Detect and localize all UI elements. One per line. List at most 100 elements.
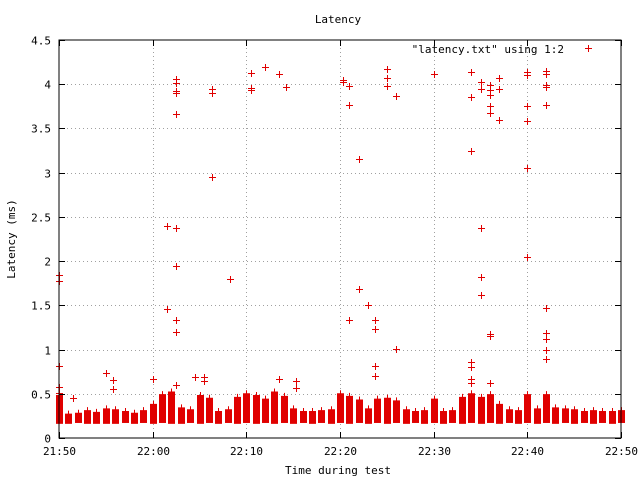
data-point: [110, 386, 117, 393]
data-point: [276, 376, 283, 383]
data-point: [290, 405, 297, 413]
data-point: [468, 390, 475, 398]
data-cluster: [140, 410, 147, 423]
data-point: [496, 117, 503, 124]
y-tick-label: 4: [44, 79, 51, 92]
data-point: [449, 407, 456, 415]
data-point: [281, 392, 288, 400]
data-point: [337, 390, 344, 398]
data-point: [543, 330, 550, 337]
data-cluster: [215, 411, 222, 424]
data-point: [293, 378, 300, 385]
data-point: [173, 263, 180, 270]
data-cluster: [346, 396, 353, 424]
data-point: [75, 409, 82, 417]
y-tick-label: 3: [44, 168, 51, 181]
legend-marker: [585, 45, 592, 52]
data-point: [524, 391, 531, 399]
data-cluster: [356, 399, 363, 423]
x-tick-label: 22:30: [418, 445, 451, 458]
data-point: [374, 395, 381, 403]
data-point: [581, 407, 588, 415]
data-cluster: [328, 409, 335, 424]
data-point: [543, 356, 550, 363]
data-point: [178, 404, 185, 412]
data-point: [468, 364, 475, 371]
data-point: [384, 394, 391, 402]
axis-ticks: [59, 40, 622, 439]
data-point: [346, 392, 353, 400]
y-tick-labels: 0 0.5 1 1.5 2 2.5 3 3.5 4 4.5: [31, 35, 51, 446]
data-cluster: [374, 399, 381, 423]
data-point: [65, 410, 72, 418]
data-cluster: [421, 410, 428, 424]
grid-lines: [59, 40, 621, 438]
data-point: [524, 72, 531, 79]
data-cluster: [262, 399, 269, 423]
data-point: [276, 71, 283, 78]
data-point: [372, 363, 379, 370]
y-tick-label: 1.5: [31, 300, 51, 313]
data-point: [215, 407, 222, 415]
data-point: [209, 90, 216, 97]
data-point: [431, 71, 438, 78]
plot-frame: [58, 39, 622, 439]
data-point: [384, 83, 391, 90]
data-cluster: [496, 404, 503, 424]
data-point: [496, 400, 503, 408]
data-point: [227, 276, 234, 283]
data-point: [201, 378, 208, 385]
data-point: [84, 407, 91, 415]
data-point: [478, 274, 485, 281]
data-point: [468, 94, 475, 101]
data-cluster: [290, 408, 297, 424]
data-point: [543, 347, 550, 354]
data-point: [431, 395, 438, 403]
data-point: [609, 407, 616, 415]
data-point: [468, 380, 475, 387]
data-cluster: [271, 392, 278, 424]
data-point: [173, 382, 180, 389]
data-point: [150, 376, 157, 383]
data-cluster: [609, 411, 616, 424]
data-point: [543, 391, 550, 399]
data-point: [309, 407, 316, 415]
data-cluster: [534, 408, 541, 424]
data-cluster: [168, 392, 175, 424]
data-cluster: [431, 399, 438, 423]
data-point: [140, 407, 147, 415]
y-axis-label: Latency (ms): [5, 199, 18, 278]
data-cluster: [449, 410, 456, 423]
data-point: [318, 407, 325, 415]
data-point: [478, 79, 485, 86]
data-point: [487, 333, 494, 340]
data-point: [393, 346, 400, 353]
data-point: [384, 66, 391, 73]
data-point: [524, 165, 531, 172]
data-cluster: [412, 411, 419, 423]
x-tick-labels: 21:50 22:00 22:10 22:20 22:30 22:40 22:50: [43, 445, 638, 458]
data-point: [271, 388, 278, 396]
y-tick-label: 0: [44, 433, 51, 446]
data-point: [543, 84, 550, 91]
data-cluster: [75, 413, 82, 423]
x-axis-label: Time during test: [285, 464, 391, 477]
data-point: [478, 393, 485, 401]
data-point: [440, 407, 447, 415]
data-point: [164, 306, 171, 313]
data-point: [356, 286, 363, 293]
data-point: [412, 407, 419, 415]
data-point: [496, 86, 503, 93]
data-cluster: [178, 407, 185, 424]
data-cluster: [384, 398, 391, 424]
data-point: [103, 405, 110, 413]
data-point: [459, 393, 466, 401]
data-point: [478, 292, 485, 299]
data-cluster: [243, 393, 250, 423]
data-point: [173, 225, 180, 232]
data-point: [496, 75, 503, 82]
data-cluster: [403, 409, 410, 424]
data-point: [328, 406, 335, 414]
data-point: [487, 92, 494, 99]
data-cluster: [159, 394, 166, 423]
